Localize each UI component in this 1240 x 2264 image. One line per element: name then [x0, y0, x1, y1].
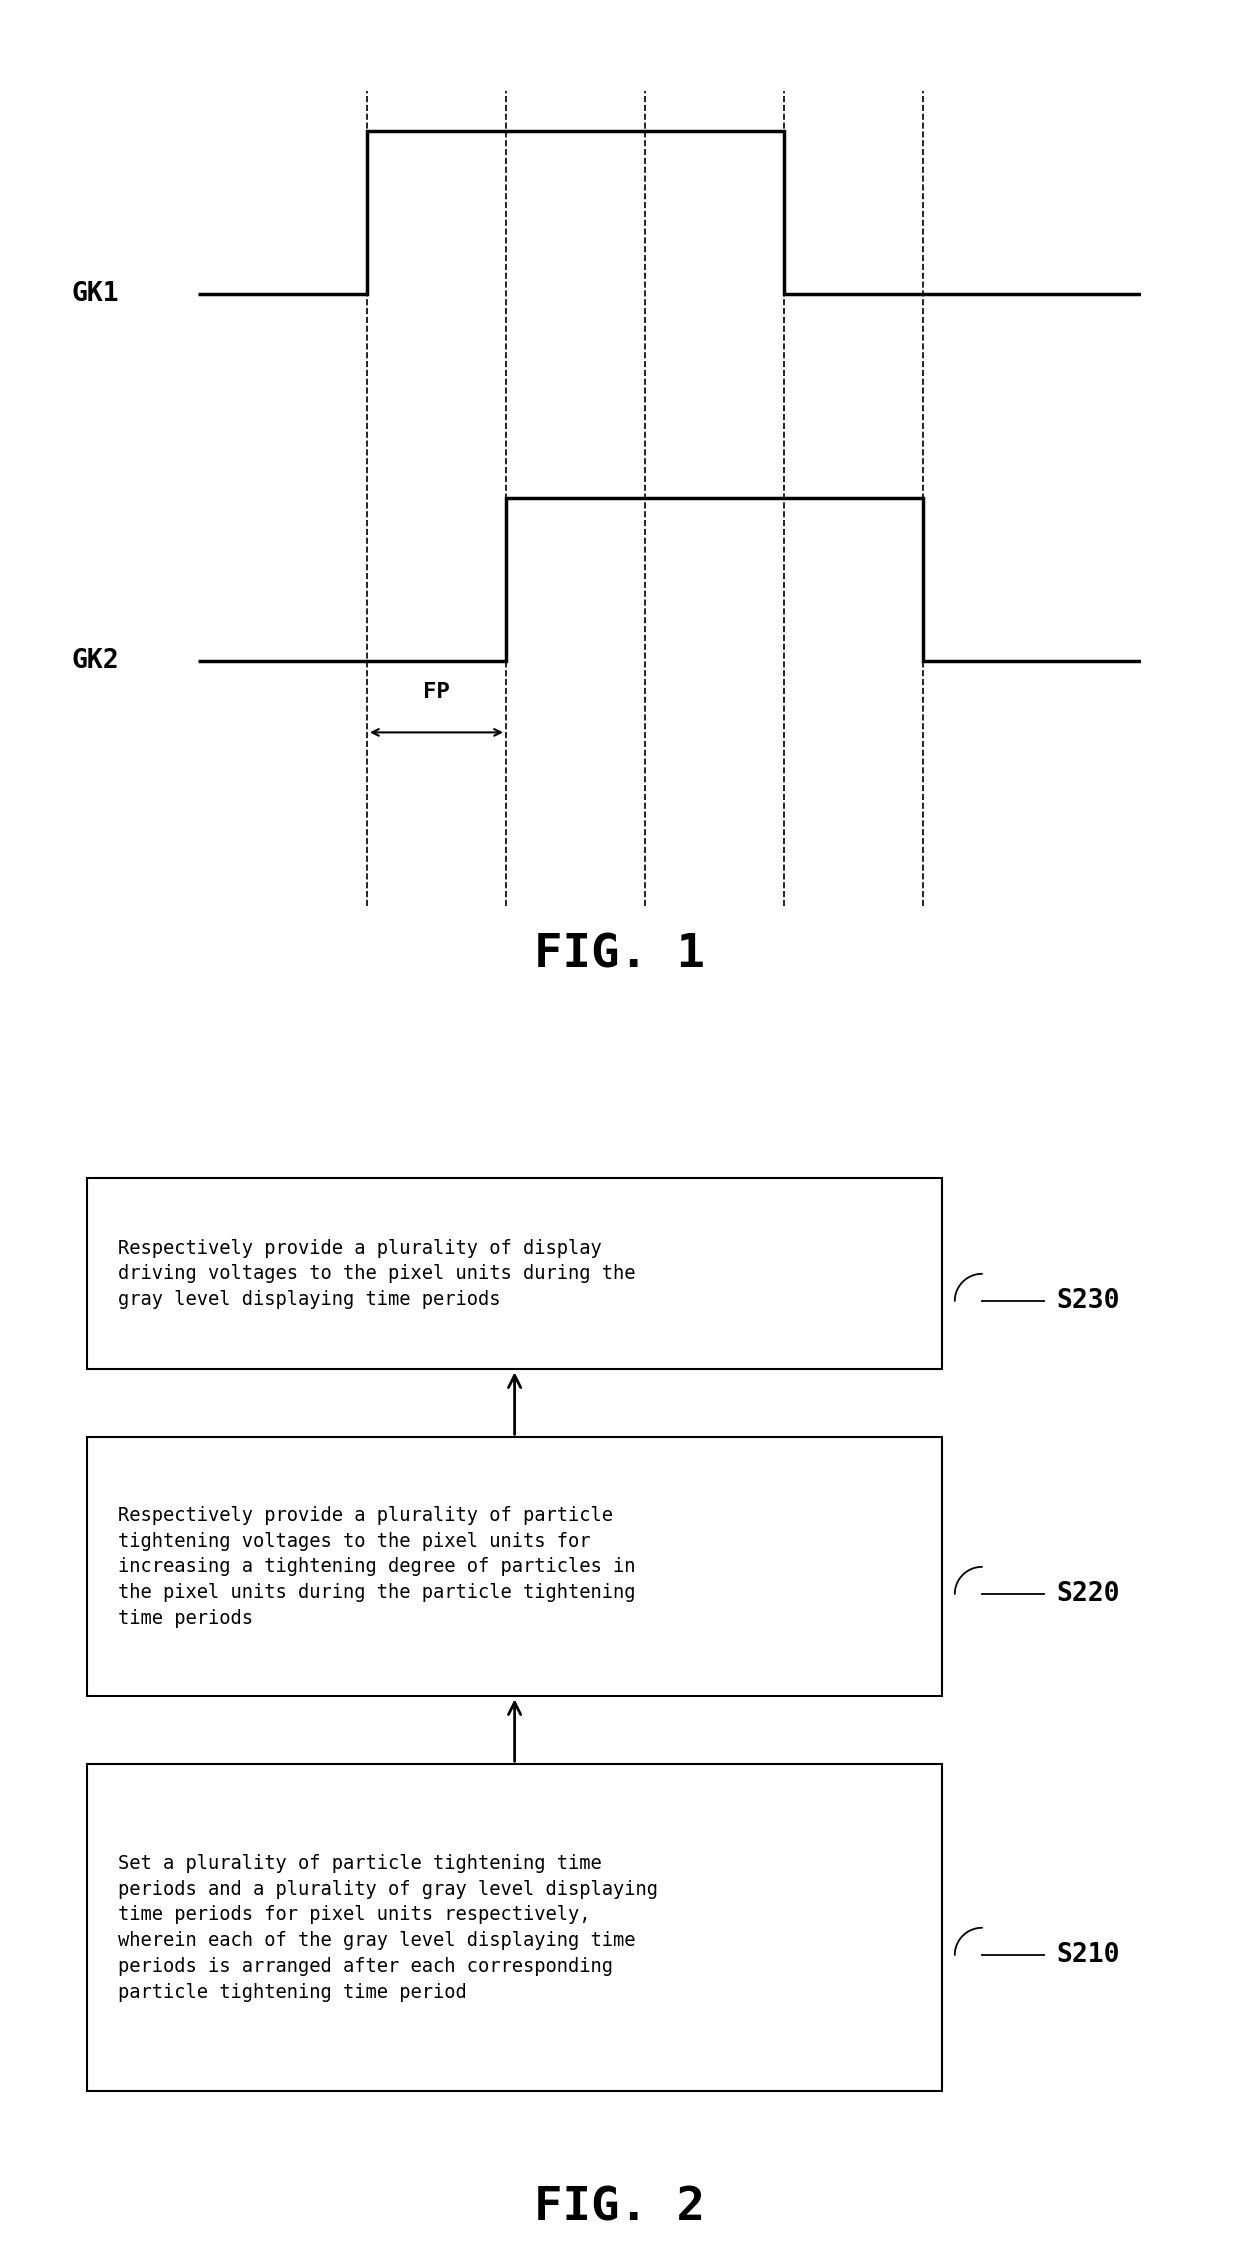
Bar	[87, 1764, 942, 2092]
Text: Respectively provide a plurality of display
driving voltages to the pixel units : Respectively provide a plurality of disp…	[118, 1238, 635, 1309]
Text: FIG. 2: FIG. 2	[534, 2187, 706, 2230]
Text: FP: FP	[423, 681, 450, 702]
Text: S210: S210	[1056, 1943, 1120, 1967]
Bar	[87, 1438, 942, 1696]
Text: Set a plurality of particle tightening time
periods and a plurality of gray leve: Set a plurality of particle tightening t…	[118, 1854, 657, 2001]
Text: S230: S230	[1056, 1288, 1120, 1313]
Text: FIG. 1: FIG. 1	[534, 933, 706, 978]
Text: GK2: GK2	[72, 648, 119, 675]
Text: Respectively provide a plurality of particle
tightening voltages to the pixel un: Respectively provide a plurality of part…	[118, 1506, 635, 1628]
Text: S220: S220	[1056, 1580, 1120, 1607]
Bar	[87, 1177, 942, 1370]
Text: GK1: GK1	[72, 281, 119, 308]
